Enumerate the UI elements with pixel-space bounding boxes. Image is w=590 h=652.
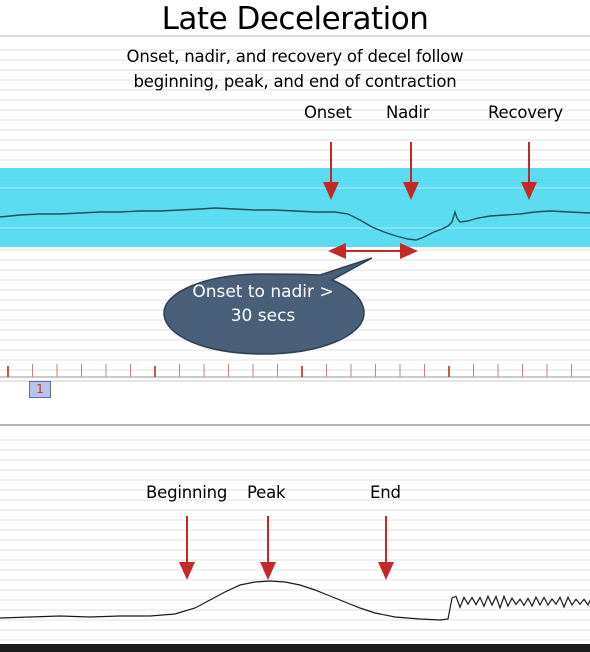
onset-label: Onset [304, 103, 352, 123]
slide-subtitle: Onset, nadir, and recovery of decel foll… [40, 44, 550, 94]
beginning-label: Beginning [146, 483, 227, 503]
time-axis-ticks [8, 364, 572, 377]
nadir-label: Nadir [386, 103, 429, 123]
uc-panel-grid [0, 440, 590, 640]
end-label: End [370, 483, 401, 503]
event-marker: 1 [29, 381, 51, 398]
subtitle-line-2: beginning, peak, and end of contraction [40, 69, 550, 94]
subtitle-line-1: Onset, nadir, and recovery of decel foll… [40, 44, 550, 69]
callout-line-2: 30 secs [170, 304, 356, 328]
uterine-contraction-trace [0, 581, 590, 620]
normal-range-band [0, 168, 590, 247]
slide-title: Late Deceleration [0, 0, 590, 36]
callout-line-1: Onset to nadir > [170, 280, 356, 304]
peak-label: Peak [247, 483, 285, 503]
recovery-label: Recovery [488, 103, 563, 123]
callout-text: Onset to nadir > 30 secs [170, 280, 356, 328]
bottom-edge [0, 644, 590, 652]
